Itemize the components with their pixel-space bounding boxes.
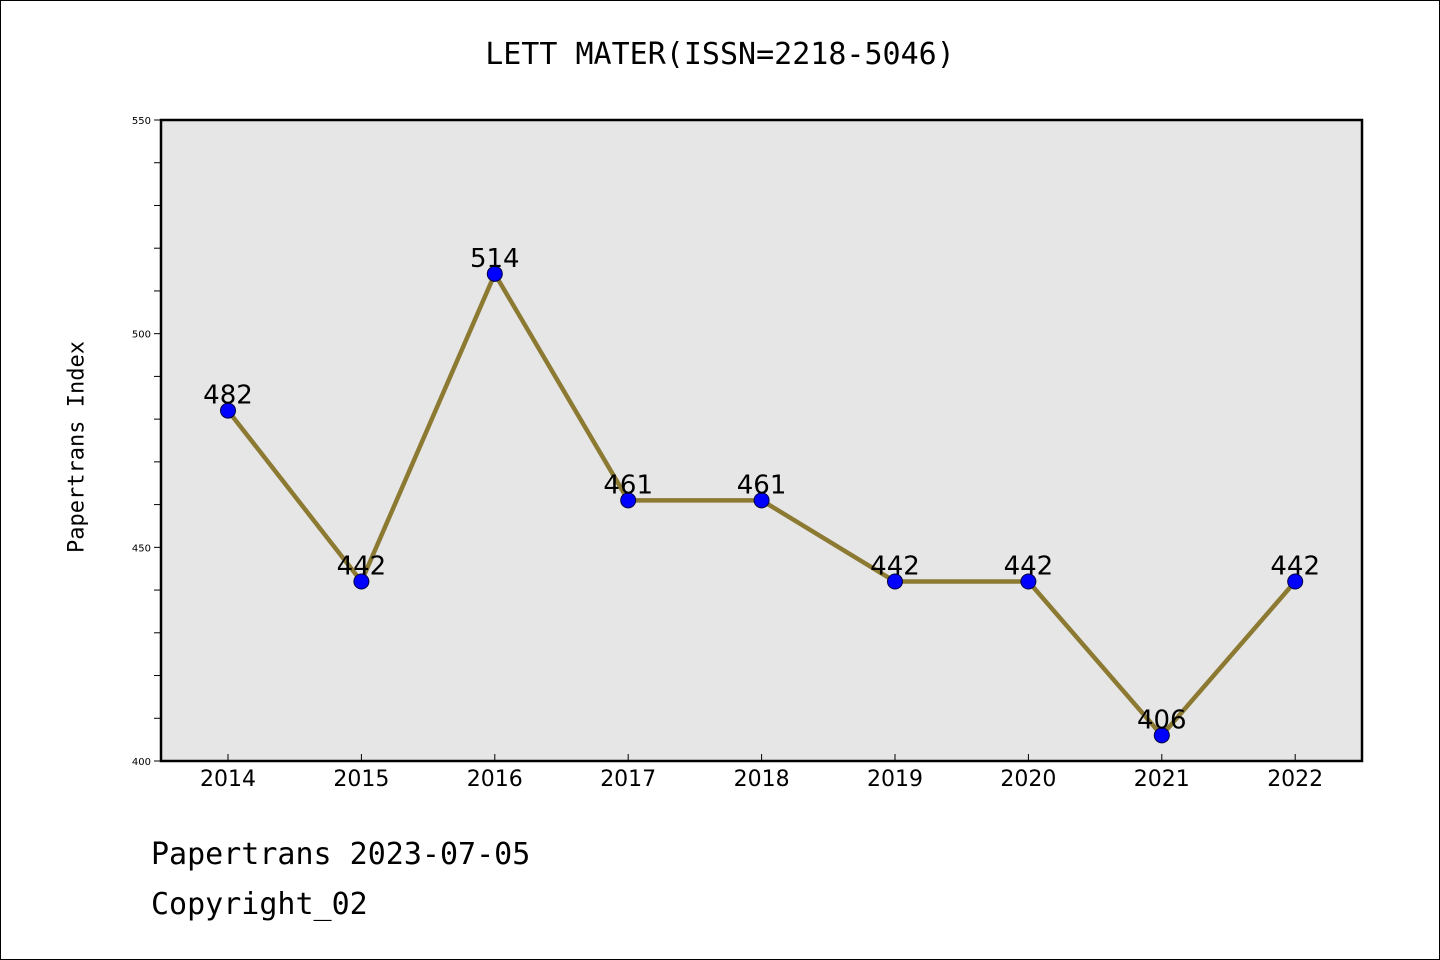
data-label: 442 [870, 552, 920, 582]
data-label: 442 [1270, 552, 1320, 582]
data-label: 514 [470, 244, 520, 274]
x-tick-label: 2018 [734, 767, 790, 792]
data-label: 442 [1004, 552, 1054, 582]
data-label: 461 [737, 470, 787, 500]
footer-copyright: Copyright_02 [151, 887, 368, 922]
y-tick-label: 450 [132, 543, 151, 554]
data-point [887, 573, 903, 590]
y-tick-label: 550 [132, 116, 151, 127]
x-tick-label: 2022 [1267, 767, 1323, 792]
chart-title: LETT MATER(ISSN=2218-5046) [485, 37, 955, 72]
y-tick-label: 500 [132, 330, 151, 341]
x-tick-label: 2020 [1000, 767, 1056, 792]
footer-date: Papertrans 2023-07-05 [151, 837, 531, 872]
data-point [620, 492, 637, 509]
x-tick-label: 2014 [200, 767, 256, 792]
x-tick-label: 2021 [1134, 767, 1190, 792]
data-point [486, 265, 503, 282]
data-point [353, 573, 370, 590]
x-tick-label: 2019 [867, 767, 923, 792]
data-label: 442 [337, 552, 387, 582]
plot-area [159, 118, 1364, 763]
x-tick-label: 2017 [600, 767, 656, 792]
data-label: 482 [203, 381, 253, 411]
data-point [1287, 573, 1304, 590]
data-point [1020, 573, 1037, 590]
data-label: 406 [1137, 705, 1187, 735]
x-tick-label: 2015 [333, 767, 389, 792]
y-tick-label: 400 [132, 757, 151, 768]
x-tick-label: 2016 [467, 767, 523, 792]
data-point [753, 492, 770, 509]
data-point [220, 402, 236, 419]
data-label: 461 [603, 470, 653, 500]
data-point [1153, 727, 1170, 744]
